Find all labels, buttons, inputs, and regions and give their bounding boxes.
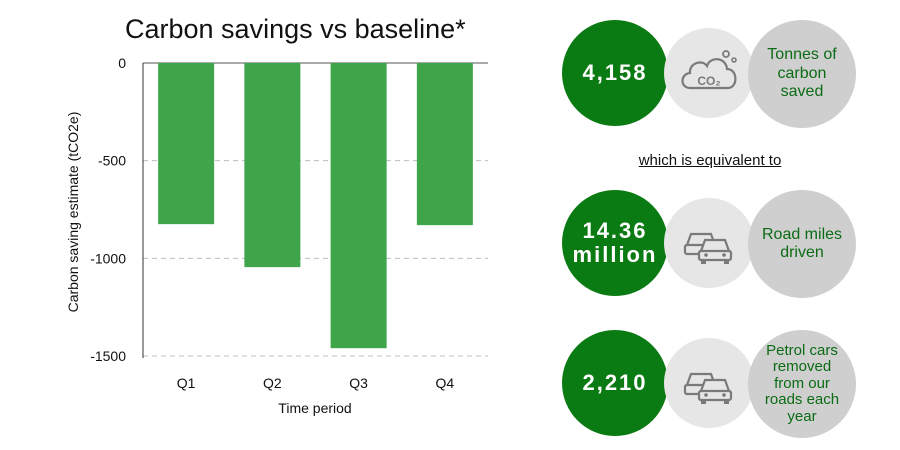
svg-text:CO₂: CO₂ — [697, 74, 720, 88]
cars-icon — [664, 198, 754, 288]
y-tick-label: -1000 — [90, 250, 126, 266]
equivalent-caption: which is equivalent to — [638, 152, 782, 169]
stat-value-text: 4,158 — [582, 59, 648, 85]
stat-label-text: Tonnes of carbon saved — [767, 46, 837, 101]
y-tick-label: -500 — [98, 153, 126, 169]
x-axis-title: Time period — [278, 400, 351, 416]
stat-carbon-saved-label: Tonnes of carbon saved — [748, 20, 856, 128]
stat-carbon-saved-value: 4,158 — [562, 20, 668, 126]
bar-q3 — [330, 63, 387, 349]
bar-q1 — [158, 63, 215, 225]
stat-value-text: 14.36 million — [572, 217, 658, 267]
co2-cloud-icon: CO₂ — [664, 28, 754, 118]
bar-q2 — [244, 63, 301, 268]
stat-label-text: Petrol cars removed from our roads each … — [764, 341, 840, 425]
bar-q4 — [416, 63, 473, 226]
x-tick-label: Q1 — [177, 375, 196, 391]
stat-petrol-cars-value: 2,210 — [562, 330, 668, 436]
stat-value-text: 2,210 — [582, 369, 648, 395]
stat-petrol-cars-label: Petrol cars removed from our roads each … — [748, 330, 856, 438]
y-tick-label: -1500 — [90, 348, 126, 364]
x-tick-label: Q4 — [436, 375, 455, 391]
y-tick-label: 0 — [118, 55, 126, 71]
stat-label-text: Road miles driven — [761, 225, 843, 261]
bar-chart: 0 -500 -1000 -1500 Q1 Q2 Q3 Q4 Carbon saving e… — [65, 55, 488, 416]
stat-road-miles-label: Road miles driven — [748, 190, 856, 298]
stat-road-miles-value: 14.36 million — [562, 190, 668, 296]
chart-title: Carbon savings vs baseline* — [125, 14, 466, 44]
y-axis-title: Carbon saving estimate (tCO2e) — [65, 112, 81, 313]
cars-icon — [664, 338, 754, 428]
x-tick-label: Q3 — [349, 375, 368, 391]
x-tick-label: Q2 — [263, 375, 282, 391]
